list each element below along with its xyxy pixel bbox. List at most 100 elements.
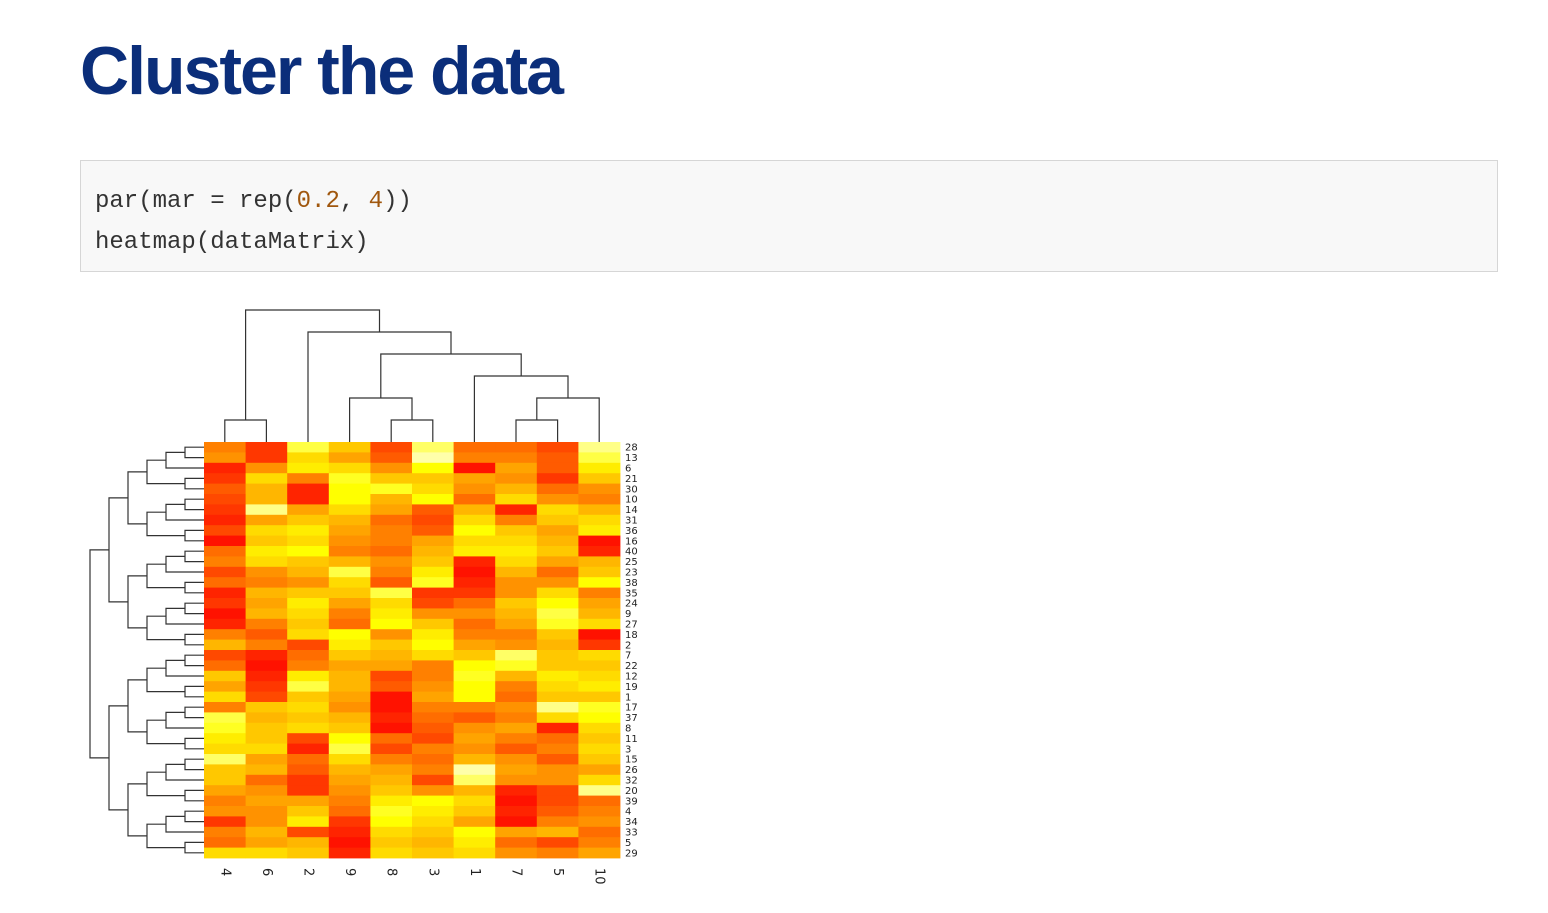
row-label: 26 — [625, 765, 638, 776]
heatmap-cell — [536, 566, 579, 578]
heatmap-cell — [204, 816, 246, 828]
heatmap-cell — [328, 618, 371, 630]
heatmap-cell — [578, 473, 621, 484]
heatmap-cell — [412, 462, 454, 474]
heatmap-cell — [536, 702, 579, 713]
heatmap-cell — [412, 837, 454, 848]
heatmap-cell — [412, 587, 454, 599]
heatmap-cell — [287, 483, 330, 495]
heatmap-cell — [245, 546, 288, 557]
heatmap-cell — [287, 598, 330, 609]
dendrogram-branch — [184, 758, 204, 771]
heatmap-cell — [287, 556, 330, 568]
heatmap-cell — [328, 826, 371, 838]
row-label: 35 — [625, 588, 638, 599]
row-label: 39 — [625, 796, 638, 807]
heatmap-cell — [328, 785, 371, 796]
heatmap-cell — [370, 639, 413, 651]
heatmap-cell — [328, 566, 371, 578]
heatmap-cell — [412, 514, 454, 526]
heatmap-cell — [204, 785, 246, 796]
row-label: 23 — [625, 568, 638, 579]
heatmap-cell — [370, 743, 413, 755]
heatmap-cell — [287, 826, 330, 838]
heatmap-cell — [204, 504, 246, 516]
heatmap-cell — [453, 577, 496, 588]
heatmap-cell — [287, 847, 330, 859]
heatmap-cell — [204, 556, 246, 568]
heatmap-cell — [204, 837, 246, 848]
heatmap-cell — [287, 525, 330, 536]
heatmap-cell — [536, 442, 579, 453]
heatmap-cell — [287, 462, 330, 474]
heatmap-cell — [204, 743, 246, 755]
heatmap-cell — [578, 774, 621, 786]
row-label: 33 — [625, 828, 638, 839]
heatmap-cell — [287, 629, 330, 640]
heatmap-cell — [245, 795, 288, 807]
column-labels: 4 6 2 9 8 3 1 7 5 10 — [217, 868, 606, 885]
heatmap-cell — [370, 774, 413, 786]
heatmap-cell — [328, 712, 371, 724]
heatmap-cell — [412, 670, 454, 682]
heatmap-cell — [204, 795, 246, 807]
row-label: 40 — [625, 547, 638, 558]
heatmap-cell — [536, 795, 579, 807]
heatmap-cell — [287, 577, 330, 588]
heatmap-cell — [536, 577, 579, 588]
heatmap-cell — [536, 535, 579, 547]
heatmap-cell — [578, 826, 621, 838]
heatmap-cell — [245, 442, 288, 453]
heatmap-cell — [287, 670, 330, 682]
heatmap-cell — [245, 473, 288, 484]
row-label: 34 — [625, 817, 638, 828]
row-label: 24 — [625, 599, 638, 610]
heatmap-cell — [287, 681, 330, 692]
row-label: 19 — [625, 682, 638, 693]
heatmap-cell — [536, 764, 579, 776]
row-label: 6 — [625, 464, 631, 475]
heatmap-cell — [370, 618, 413, 630]
heatmap-cell — [578, 764, 621, 776]
heatmap-cell — [370, 702, 413, 713]
heatmap-cell — [328, 847, 371, 859]
dendrogram-branch — [473, 375, 569, 442]
heatmap-cell — [204, 608, 246, 620]
heatmap-cell — [328, 598, 371, 609]
heatmap-cell — [536, 473, 579, 484]
heatmap-cell — [412, 754, 454, 765]
heatmap-cell — [204, 650, 246, 661]
heatmap-cell — [536, 650, 579, 661]
heatmap-cell — [536, 660, 579, 672]
heatmap-cell — [287, 702, 330, 713]
row-label: 37 — [625, 713, 638, 724]
dendrogram-branch — [224, 419, 267, 442]
heatmap-cell — [328, 722, 371, 734]
heatmap-cell — [578, 660, 621, 672]
code-block: par(mar = rep(0.2, 4)) heatmap(dataMatri… — [80, 160, 1498, 272]
heatmap-cell — [453, 764, 496, 776]
row-label: 14 — [625, 505, 638, 516]
dendrogram-branch — [184, 810, 204, 823]
row-label: 1 — [625, 692, 631, 703]
heatmap-cell — [245, 650, 288, 661]
heatmap-cell — [453, 473, 496, 484]
heatmap-cell — [578, 629, 621, 640]
heatmap-cell — [453, 785, 496, 796]
code-number: 0.2 — [296, 188, 340, 215]
row-label: 16 — [625, 536, 638, 547]
heatmap-cell — [287, 442, 330, 453]
heatmap-cell — [453, 587, 496, 599]
heatmap-cell — [328, 504, 371, 516]
heatmap-cell — [245, 764, 288, 776]
dendrogram-branch — [184, 477, 204, 490]
heatmap-cell — [453, 795, 496, 807]
heatmap-cell — [328, 639, 371, 651]
heatmap-cell — [370, 733, 413, 744]
heatmap-cell — [328, 764, 371, 776]
code-line-par: par(mar = rep(0.2, 4)) — [95, 181, 1483, 222]
dendrogram-branch — [108, 497, 128, 603]
heatmap-cell — [536, 826, 579, 838]
heatmap-cell — [204, 754, 246, 765]
row-label: 12 — [625, 672, 638, 683]
